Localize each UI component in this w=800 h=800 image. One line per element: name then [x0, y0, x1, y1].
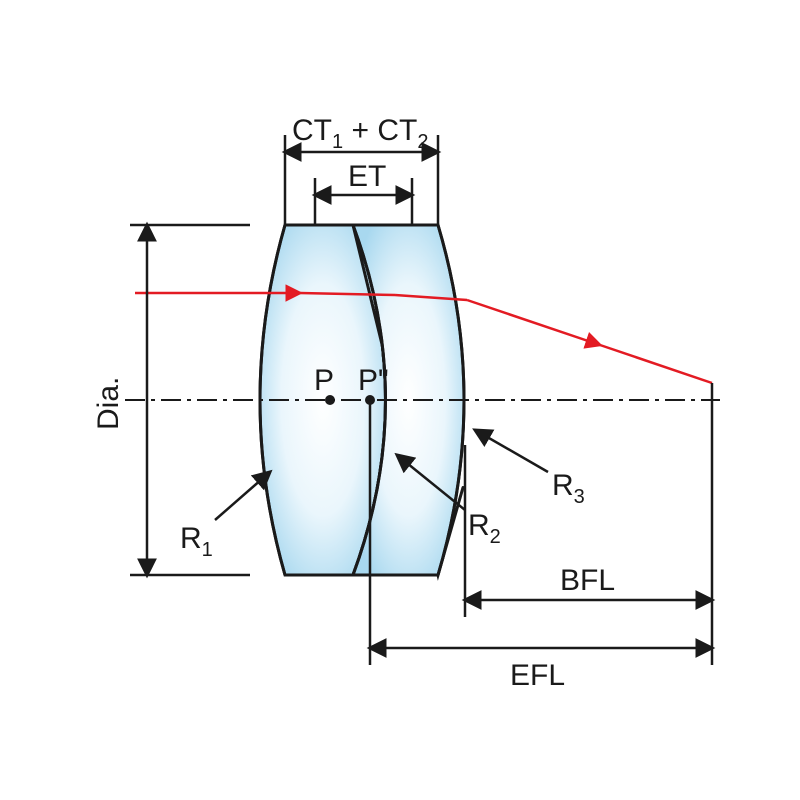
dia-label: Dia. — [92, 377, 125, 430]
r1-label: R1 — [180, 522, 213, 561]
r3-leader: R3 — [475, 430, 585, 508]
ct-label: CT1 + CT2 — [292, 114, 428, 153]
pp-label: P" — [358, 364, 389, 397]
r1-leader: R1 — [180, 472, 270, 561]
efl-label: EFL — [510, 659, 565, 692]
r2-label: R2 — [468, 509, 501, 548]
efl-dimension: EFL — [370, 648, 712, 692]
bfl-label: BFL — [560, 564, 615, 597]
p-label: P — [314, 364, 334, 397]
et-label: ET — [348, 160, 386, 193]
lens-doublet — [260, 225, 464, 575]
et-dimension: ET — [315, 160, 412, 225]
r3-label: R3 — [552, 469, 585, 508]
bfl-dimension: BFL — [465, 417, 712, 665]
